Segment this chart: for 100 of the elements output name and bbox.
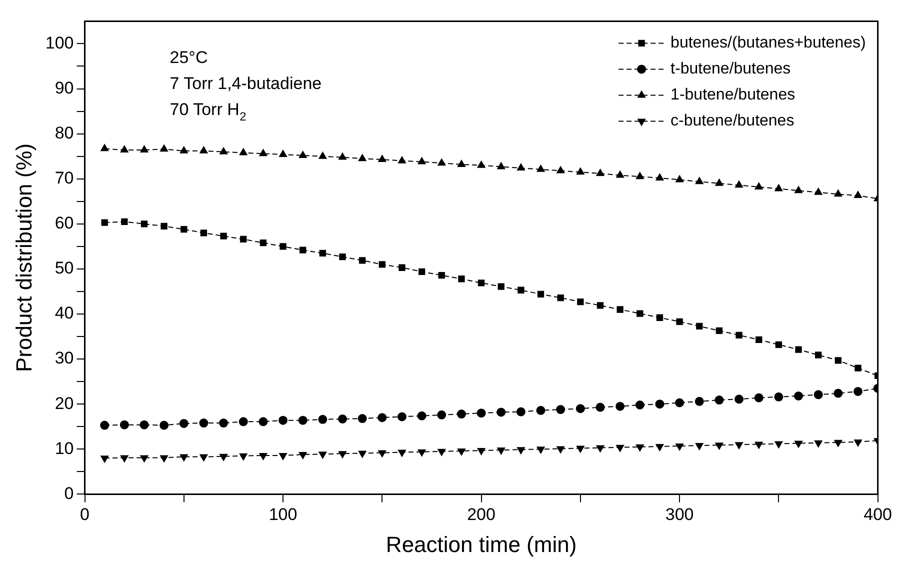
point [338,152,346,160]
point [754,393,764,402]
point [476,408,486,418]
point [200,454,208,462]
x-tick-label: 300 [665,505,694,524]
point [339,253,346,260]
point [716,327,723,334]
point [220,147,228,154]
point [635,400,644,410]
point [853,386,862,396]
point [774,392,784,402]
y-tick-label: 20 [54,394,74,413]
point [516,164,525,171]
point [160,420,169,430]
point [300,246,306,254]
point [774,184,783,192]
point [259,149,268,156]
point [636,444,644,452]
legend-label: 1-butene/butenes [670,86,796,104]
point [656,173,664,180]
point [854,364,862,372]
point [120,146,128,153]
point [754,442,763,449]
point [359,257,366,264]
point [616,402,625,411]
y-tick-label: 80 [54,124,74,143]
point [298,416,308,425]
point [220,454,228,461]
point [418,449,426,456]
point [280,243,286,250]
point [260,240,267,246]
point [536,406,546,415]
point [854,439,862,446]
point [795,346,802,353]
point [834,388,843,398]
point [536,164,545,172]
point [180,146,188,154]
point [180,226,188,233]
point [179,418,188,428]
point [655,400,664,409]
point [458,276,465,282]
point [397,412,406,422]
point [458,160,466,167]
point [834,440,842,447]
point [140,420,149,430]
point [259,452,268,460]
point [735,180,743,188]
y-tick-label: 30 [54,348,74,368]
point [258,417,268,426]
point [338,451,346,458]
point [298,150,307,158]
point [199,418,208,428]
point [140,455,148,462]
legend-label: butenes/(butanes+butenes) [670,34,866,52]
point [675,398,684,408]
point [596,168,604,176]
y-tick-label: 70 [54,168,74,188]
point [238,417,248,426]
point [576,168,584,175]
point [794,391,804,400]
point [616,170,624,178]
point [298,452,307,460]
legend-label: t-butene/butenes [670,60,791,78]
point [120,455,128,462]
point [200,146,208,154]
point [318,152,327,159]
point [636,172,644,180]
point [437,410,446,420]
point [100,420,110,430]
point [695,443,704,450]
point [319,250,326,257]
point [279,150,287,158]
point [219,418,228,428]
y-tick-label: 10 [54,438,74,458]
point [498,283,504,290]
point [378,154,386,162]
point [358,450,366,458]
point [834,190,842,197]
point [478,280,485,286]
point [378,261,386,268]
point [794,186,802,194]
point [239,453,248,460]
point [656,444,664,451]
point [496,408,506,417]
x-tick-label: 200 [467,505,496,524]
point [616,306,624,313]
point [756,336,762,344]
y-tick-label: 100 [45,33,74,52]
point [101,219,108,226]
point [417,411,426,420]
legend-label: c-butene/butenes [670,112,794,130]
point [676,175,684,182]
point [774,441,783,448]
point [180,454,188,462]
point [516,447,525,454]
point [516,407,526,416]
x-tick-label: 400 [864,505,892,524]
point [438,272,445,279]
y-tick-label: 40 [54,304,74,323]
point [556,166,565,174]
